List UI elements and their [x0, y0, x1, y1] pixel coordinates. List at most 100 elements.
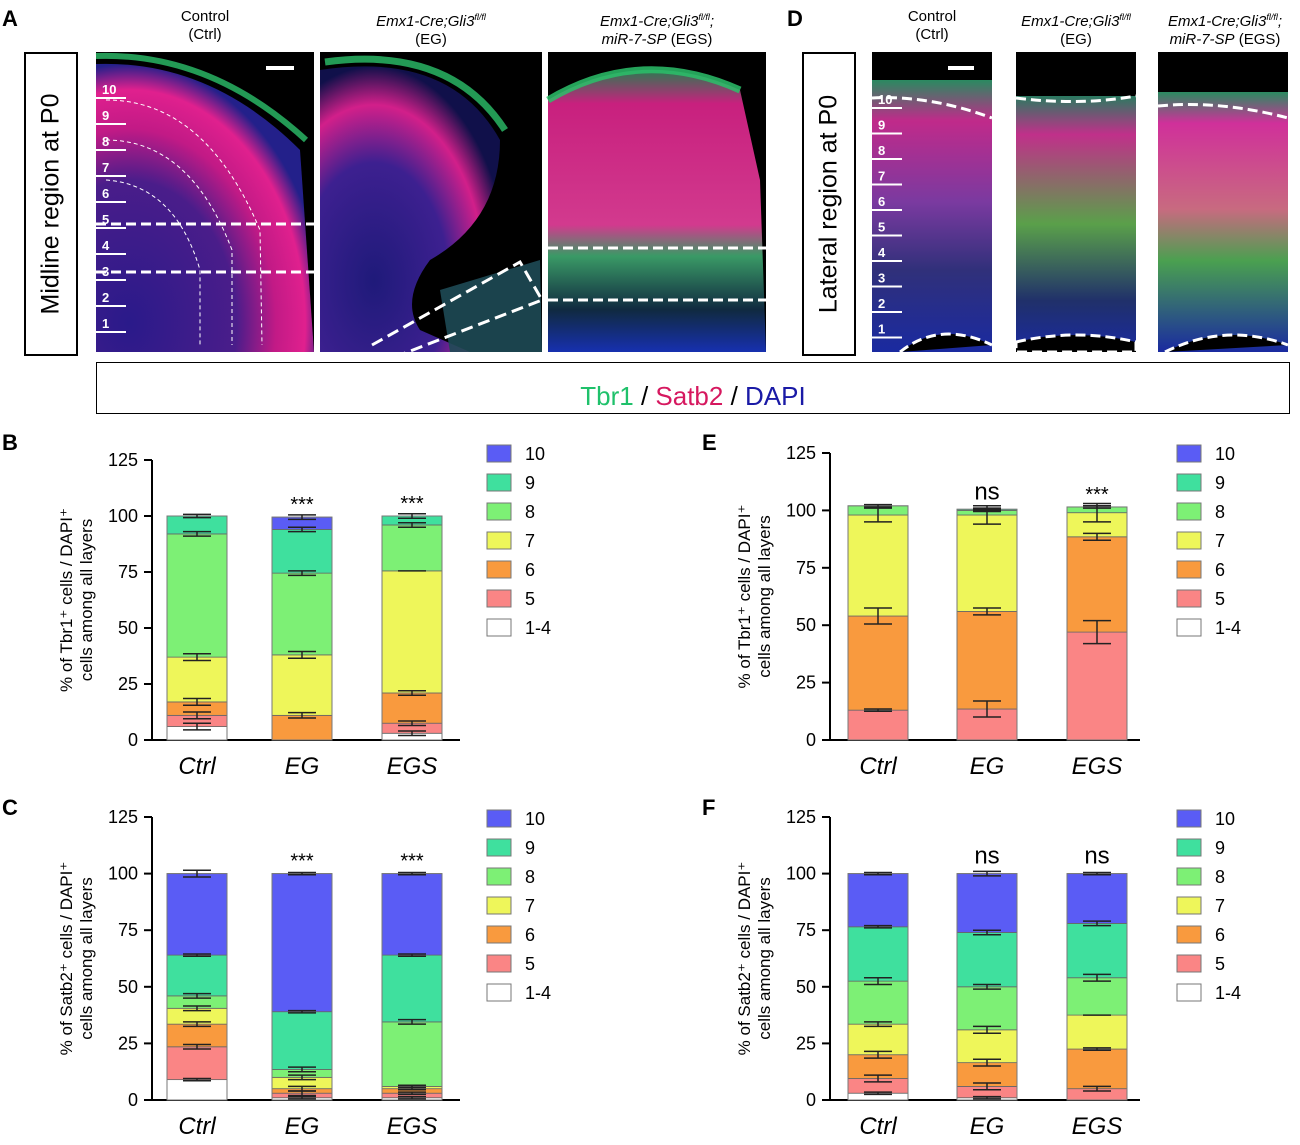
legend-label: 1-4 [525, 618, 551, 638]
significance-label: *** [400, 493, 424, 515]
bar-segment-6 [271, 714, 333, 741]
y-tick-label: 125 [786, 443, 816, 463]
bar-segment-7 [271, 654, 333, 716]
bar-segment-5 [847, 709, 909, 741]
legend-swatch-10 [486, 809, 512, 828]
legend-label: 5 [1215, 954, 1225, 974]
y-axis-label-line2: cells among all layers [77, 877, 96, 1040]
significance-label: *** [400, 851, 424, 873]
bar-segment-9 [271, 529, 333, 574]
bar-segment-9 [1066, 923, 1128, 979]
legend-swatch-1-4 [486, 618, 512, 637]
y-axis-label-line2: cells among all layers [755, 515, 774, 678]
bar-segment-6 [956, 611, 1018, 710]
y-tick-label: 50 [796, 615, 816, 635]
legend-label: 6 [1215, 560, 1225, 580]
legend-swatch-8 [486, 502, 512, 521]
significance-label: ns [974, 478, 999, 505]
legend-swatch-8 [1176, 867, 1202, 886]
legend-swatch-10 [1176, 444, 1202, 463]
x-category-label: EG [970, 753, 1005, 780]
y-tick-label: 25 [118, 1033, 138, 1053]
y-tick-label: 50 [118, 618, 138, 638]
y-axis-label-line2: cells among all layers [755, 877, 774, 1040]
legend-swatch-9 [1176, 838, 1202, 857]
legend-swatch-6 [1176, 925, 1202, 944]
y-tick-label: 100 [786, 500, 816, 520]
x-category-label: Ctrl [859, 753, 897, 780]
y-tick-label: 75 [796, 558, 816, 578]
legend-label: 1-4 [1215, 983, 1241, 1003]
bar-segment-1-4 [166, 1079, 228, 1101]
legend-label: 10 [525, 809, 545, 829]
legend-swatch-8 [486, 867, 512, 886]
legend-swatch-7 [1176, 531, 1202, 550]
bar-segment-9 [847, 926, 909, 982]
legend-swatch-5 [486, 954, 512, 973]
x-category-label: EGS [1072, 753, 1123, 780]
legend-label: 9 [525, 838, 535, 858]
legend-swatch-10 [486, 444, 512, 463]
legend-label: 8 [1215, 867, 1225, 887]
stain-legend-text: Tbr1 / Satb2 / DAPI [580, 381, 806, 411]
midline-layer-label: 2 [102, 290, 109, 305]
stain-dapi: DAPI [745, 381, 806, 411]
bar-segment-7 [956, 514, 1018, 612]
x-category-label: Ctrl [859, 1113, 897, 1140]
title-d-eg: Emx1-Cre;Gli3fl/fl (EG) [1021, 12, 1131, 48]
bar-segment-10 [166, 873, 228, 956]
bar-segment-9 [956, 932, 1018, 988]
y-tick-label: 25 [118, 674, 138, 694]
x-category-label: EGS [387, 1113, 438, 1140]
legend-swatch-9 [1176, 473, 1202, 492]
legend-swatch-6 [486, 560, 512, 579]
bar-segment-10 [847, 873, 909, 928]
significance-label: *** [290, 851, 314, 873]
lateral-layer-label: 10 [878, 92, 892, 107]
title-a-ctrl: Control (Ctrl) [180, 8, 230, 43]
bar-segment-10 [1066, 873, 1128, 924]
legend-swatch-1-4 [1176, 618, 1202, 637]
legend-label: 6 [1215, 925, 1225, 945]
y-axis-label-line1: % of Satb2⁺ cells / DAPI⁺ [57, 862, 76, 1056]
panel-letter-c: C [2, 795, 18, 820]
y-tick-label: 25 [796, 1033, 816, 1053]
y-tick-label: 125 [108, 450, 138, 470]
midline-region-label-box: Midline region at P0 [24, 52, 78, 356]
legend-label: 9 [1215, 473, 1225, 493]
midline-layer-label: 4 [102, 238, 110, 253]
legend-label: 1-4 [1215, 618, 1241, 638]
legend-label: 10 [525, 444, 545, 464]
title-d-ctrl: Control (Ctrl) [907, 8, 957, 43]
title-a-egs: Emx1-Cre;Gli3fl/fl; miR-7-SP (EGS) [599, 12, 715, 48]
legend-label: 8 [525, 867, 535, 887]
lateral-layer-label: 9 [878, 118, 885, 133]
legend-label: 7 [525, 531, 535, 551]
midline-layer-label: 5 [102, 212, 109, 227]
legend-swatch-5 [1176, 589, 1202, 608]
y-tick-label: 0 [806, 1090, 816, 1110]
bar-segment-8 [166, 533, 228, 658]
x-category-label: EG [970, 1113, 1005, 1140]
x-category-label: EG [285, 753, 320, 780]
bar-segment-10 [271, 873, 333, 1013]
significance-label: *** [290, 494, 314, 516]
bar-segment-7 [166, 656, 228, 703]
bar-segment-10 [956, 873, 1018, 933]
panel-letter-f: F [702, 795, 716, 820]
lateral-layer-label: 4 [878, 245, 886, 260]
bar-segment-8 [1066, 977, 1128, 1016]
microscopy-images: 10 9 8 7 6 5 4 3 2 1 10 9 8 7 6 5 4 3 2 1 [95, 52, 1289, 357]
y-tick-label: 0 [806, 730, 816, 750]
stain-tbr1: Tbr1 [580, 381, 634, 411]
lateral-region-label-box: Lateral region at P0 [802, 52, 856, 356]
legend-label: 7 [1215, 531, 1225, 551]
y-tick-label: 0 [128, 1090, 138, 1110]
midline-layer-label: 8 [102, 134, 109, 149]
significance-label: ns [974, 843, 999, 870]
lateral-layer-label: 3 [878, 271, 885, 286]
legend-swatch-5 [486, 589, 512, 608]
legend-label: 7 [525, 896, 535, 916]
